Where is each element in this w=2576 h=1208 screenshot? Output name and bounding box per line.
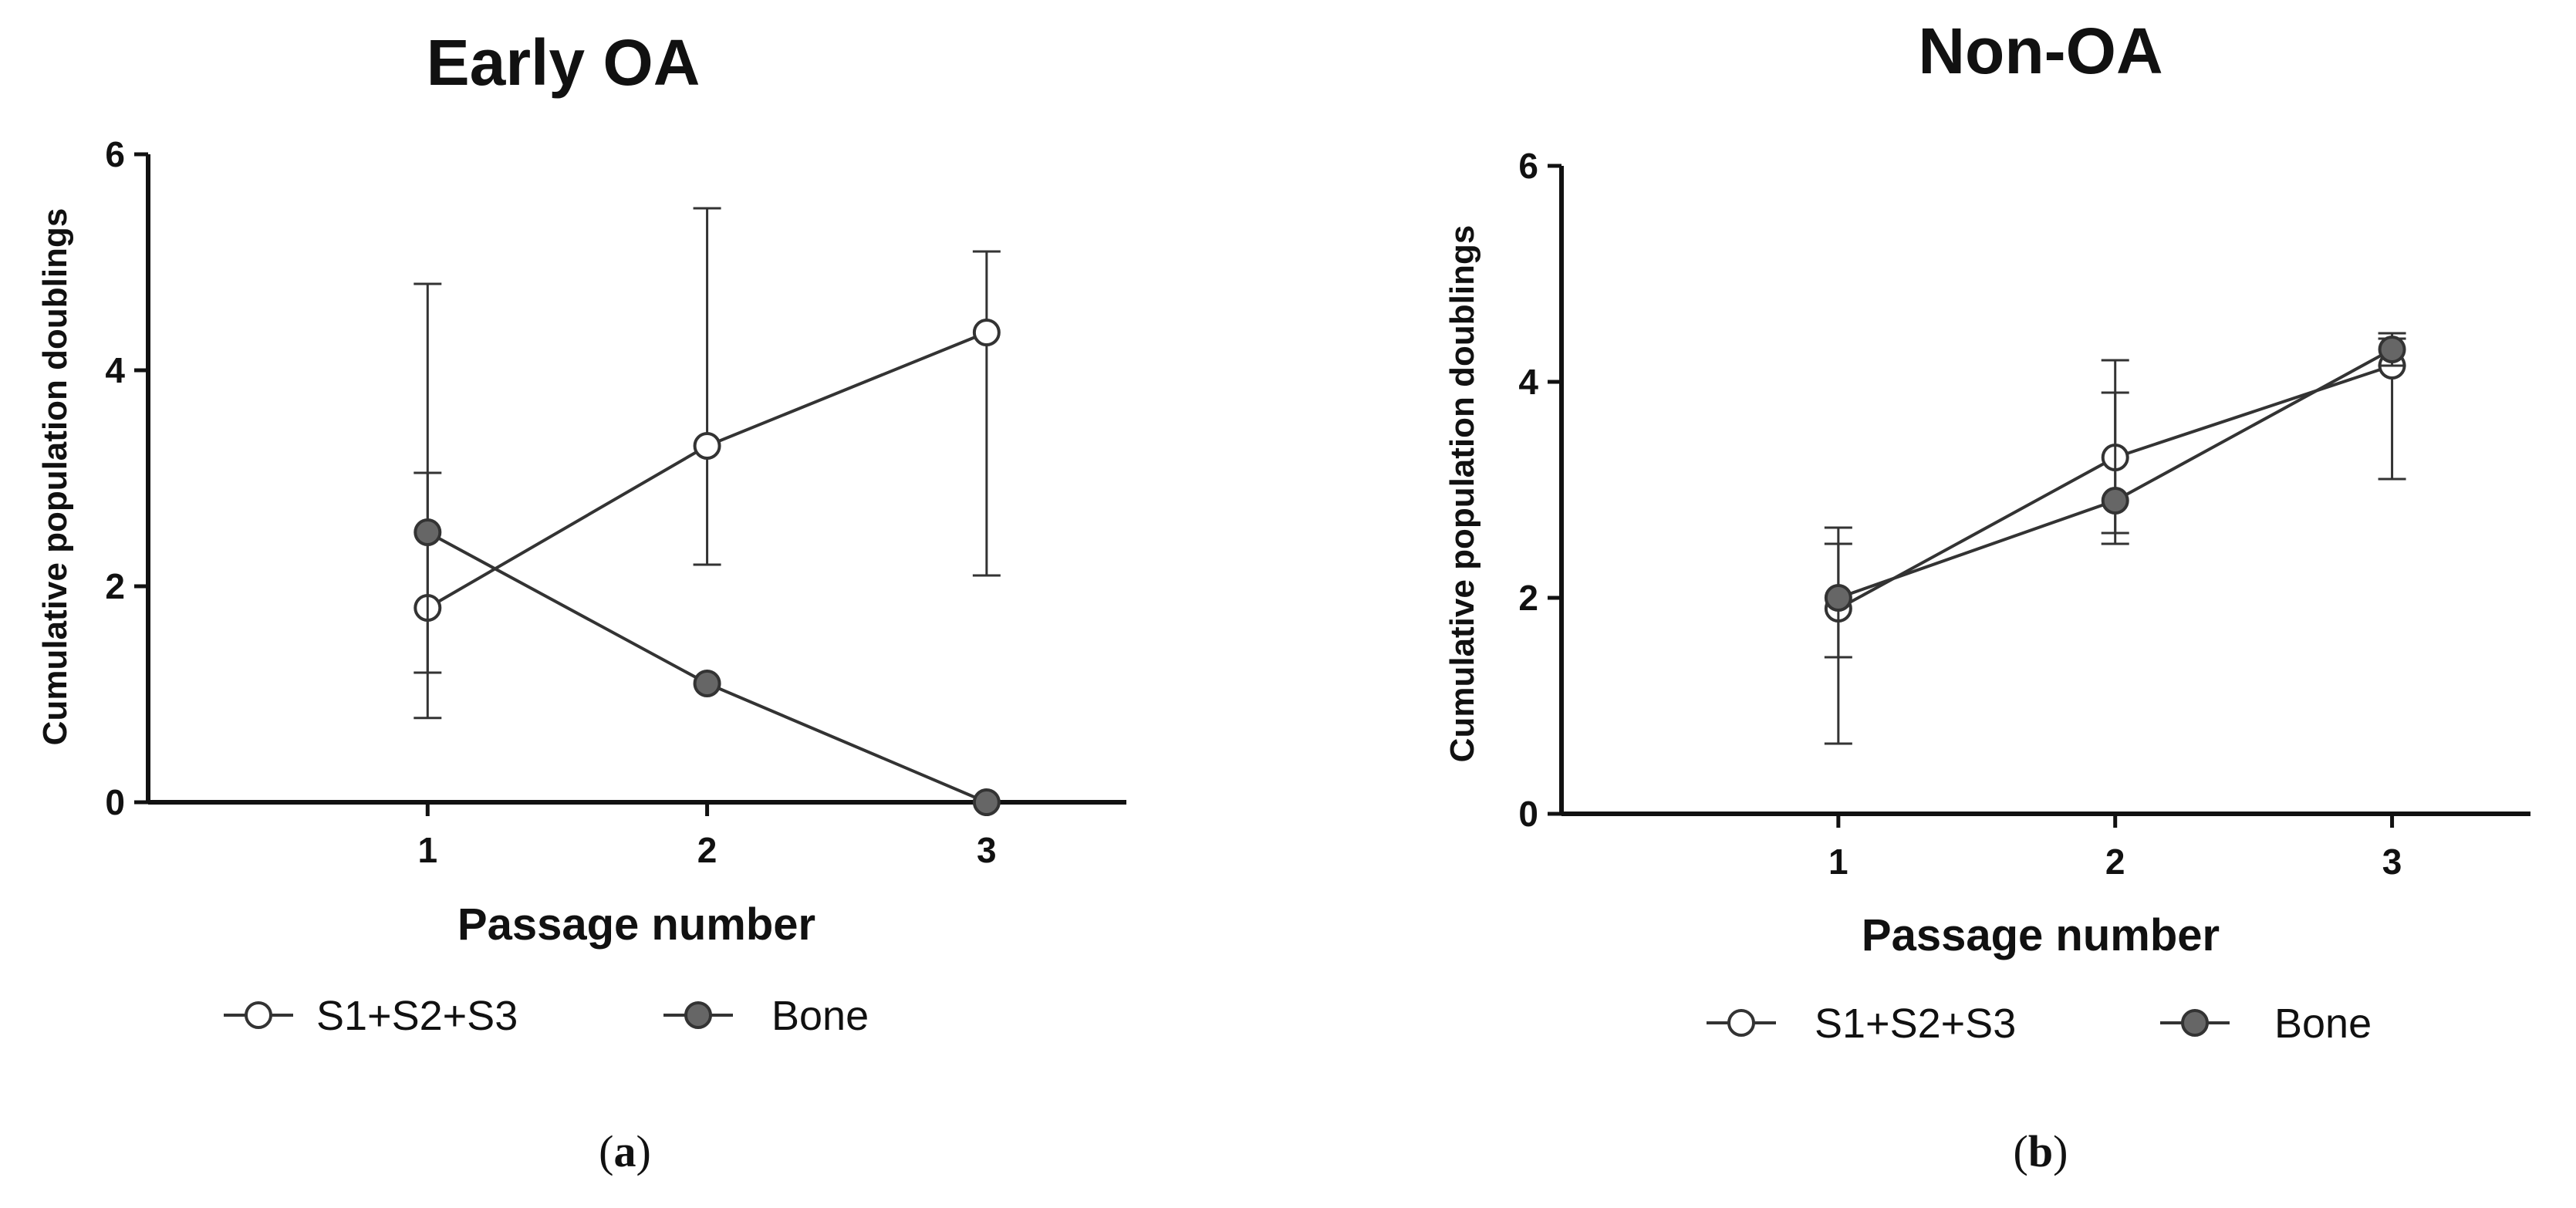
chart-title: Non-OA (1918, 15, 2162, 87)
open-circle-icon (245, 1001, 272, 1029)
legend-item-bone: Bone (2160, 1000, 2372, 1047)
data-point (972, 788, 1001, 816)
x-tick-label: 3 (2382, 842, 2402, 882)
y-axis-label: Cumulative population doublings (36, 208, 74, 746)
legend-label: Bone (2274, 1000, 2372, 1047)
panel-caption: (a) (599, 1126, 651, 1176)
x-tick-label: 2 (697, 830, 717, 870)
x-axis-label: Passage number (1862, 910, 2220, 960)
legend-item-bone: Bone (663, 993, 869, 1039)
data-point (693, 432, 721, 460)
legend-item-s1s2s3: S1+S2+S3 (1707, 1000, 2016, 1047)
plot-marks (414, 207, 1001, 816)
y-tick-label: 0 (105, 782, 125, 822)
series-bone (1824, 332, 2406, 659)
series-line (427, 531, 988, 804)
x-axis-label: Passage number (457, 899, 815, 950)
data-point (414, 518, 442, 546)
data-point (2378, 336, 2406, 363)
legend-label: S1+S2+S3 (316, 993, 518, 1039)
y-tick-label: 6 (1518, 146, 1538, 186)
chart-panel-non-oa: Non-OA Cumulative population doublings P… (1443, 15, 2530, 1176)
y-tick-label: 2 (1518, 578, 1538, 618)
caption-letter: b (2028, 1126, 2053, 1176)
series-bone (414, 471, 1001, 816)
plot-marks (1824, 332, 2406, 745)
y-tick-label: 0 (1518, 794, 1538, 834)
legend-item-s1s2s3: S1+S2+S3 (224, 993, 518, 1039)
data-point (972, 319, 1001, 346)
y-axis-label: Cumulative population doublings (1443, 225, 1481, 763)
axes: 0 2 4 6 1 2 3 (105, 134, 1126, 870)
y-tick-label: 4 (105, 350, 125, 390)
data-point (2101, 487, 2129, 515)
chart-panel-early-oa: Early OA Cumulative population doublings… (36, 26, 1126, 1176)
caption-letter: a (614, 1126, 636, 1176)
x-tick-label: 1 (1828, 842, 1848, 882)
axes: 0 2 4 6 1 2 3 (1518, 146, 2530, 882)
filled-circle-icon (684, 1001, 712, 1029)
filled-circle-icon (2181, 1009, 2209, 1037)
legend: S1+S2+S3 Bone (1707, 1000, 2372, 1047)
legend-label: Bone (771, 993, 869, 1039)
y-tick-label: 6 (105, 134, 125, 174)
data-point (693, 670, 721, 697)
x-tick-label: 3 (977, 830, 997, 870)
legend: S1+S2+S3 Bone (224, 993, 869, 1039)
chart-title: Early OA (427, 26, 701, 99)
legend-label: S1+S2+S3 (1815, 1000, 2016, 1047)
x-tick-label: 2 (2105, 842, 2125, 882)
panel-caption: (b) (2014, 1126, 2068, 1176)
open-circle-icon (1727, 1009, 1755, 1037)
data-point (1824, 584, 1852, 612)
x-tick-label: 1 (417, 830, 437, 870)
y-tick-label: 4 (1518, 362, 1538, 402)
y-tick-label: 2 (105, 566, 125, 606)
series-s1s2s3 (414, 207, 1001, 720)
